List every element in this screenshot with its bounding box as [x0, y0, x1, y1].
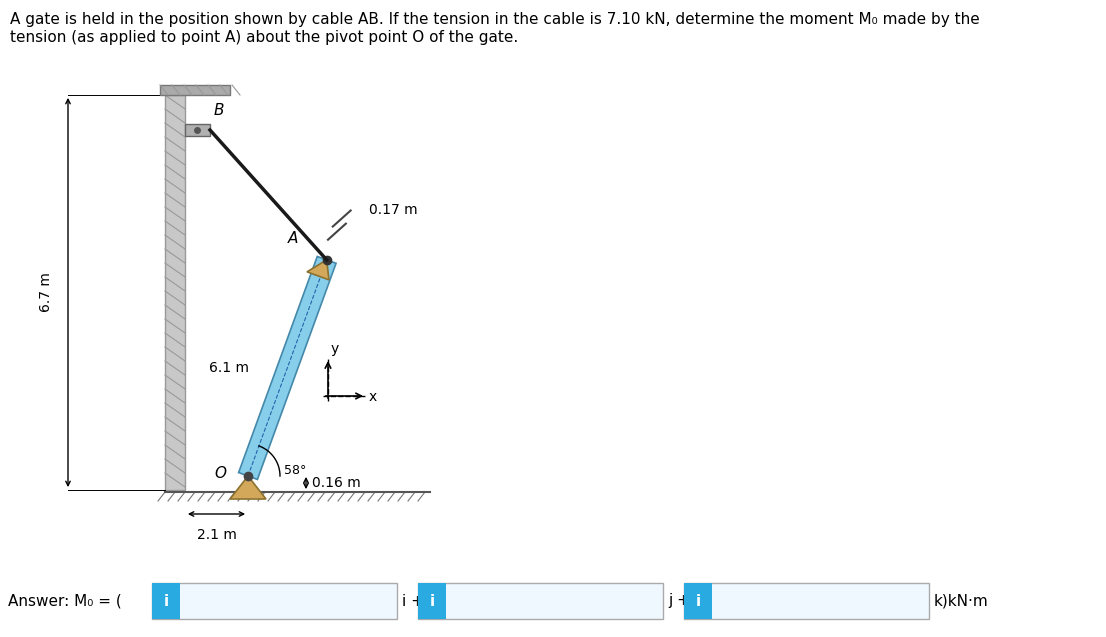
FancyBboxPatch shape: [418, 583, 662, 619]
Text: k)kN·m: k)kN·m: [933, 594, 989, 608]
Text: 6.7 m: 6.7 m: [39, 273, 53, 312]
FancyBboxPatch shape: [152, 583, 180, 619]
Text: i +: i +: [401, 594, 424, 608]
Text: A gate is held in the position shown by cable AB. If the tension in the cable is: A gate is held in the position shown by …: [10, 12, 980, 27]
Text: 6.1 m: 6.1 m: [209, 361, 249, 375]
Text: i: i: [696, 594, 700, 608]
Text: A: A: [289, 231, 299, 246]
FancyBboxPatch shape: [684, 583, 929, 619]
Polygon shape: [230, 476, 267, 499]
Bar: [185, 124, 210, 136]
FancyBboxPatch shape: [152, 583, 397, 619]
Text: i: i: [164, 594, 168, 608]
FancyBboxPatch shape: [684, 583, 712, 619]
Text: 2.1 m: 2.1 m: [197, 528, 237, 542]
Text: j +: j +: [668, 594, 690, 608]
Text: Answer: M₀ = (: Answer: M₀ = (: [8, 594, 122, 608]
Text: 0.17 m: 0.17 m: [369, 203, 418, 217]
Polygon shape: [239, 257, 336, 480]
Bar: [165, 95, 185, 490]
Text: 0.16 m: 0.16 m: [312, 476, 361, 490]
Text: i: i: [429, 594, 435, 608]
Text: O: O: [213, 466, 226, 482]
Bar: [160, 85, 230, 95]
Text: tension (as applied to point A) about the pivot point O of the gate.: tension (as applied to point A) about th…: [10, 30, 519, 45]
Text: B: B: [213, 103, 225, 118]
Text: y: y: [331, 342, 340, 356]
Polygon shape: [307, 260, 328, 280]
Text: 58°: 58°: [284, 464, 306, 476]
FancyBboxPatch shape: [418, 583, 446, 619]
Text: x: x: [369, 390, 377, 404]
